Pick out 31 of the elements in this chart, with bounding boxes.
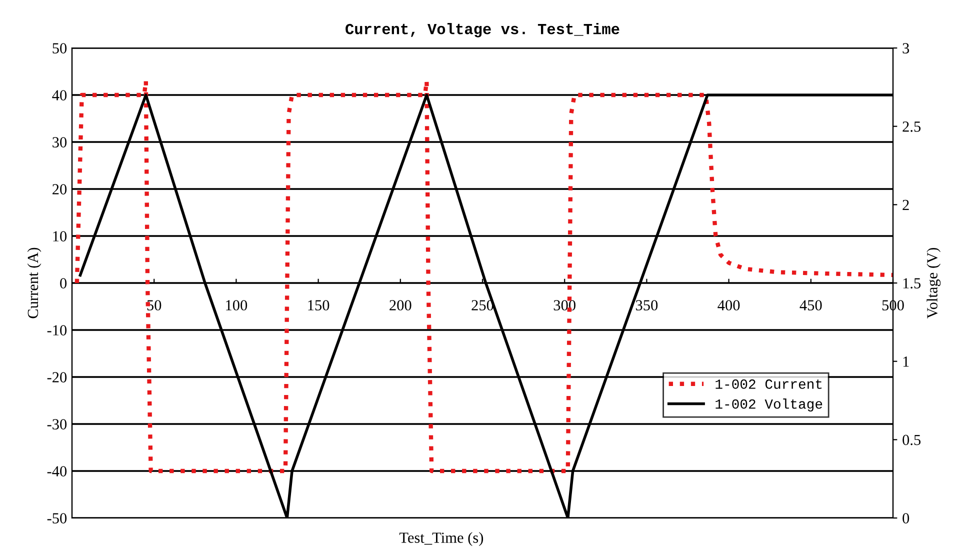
y2-tick-label: 1.5	[903, 278, 921, 289]
y-tick-label: -10	[47, 325, 67, 336]
y2-tick-label: 2	[902, 200, 909, 210]
x-tick-label: 450	[800, 300, 822, 310]
x-axis-title: Test_Time (s)	[399, 532, 484, 546]
y-tick-label: -40	[47, 466, 67, 476]
y2-axis-title: Voltage (V)	[926, 248, 941, 319]
y-tick-label: 20	[52, 184, 67, 194]
y-tick-label: 0	[60, 278, 67, 288]
y2-tick-label: 2.5	[902, 122, 921, 132]
x-tick-label: 400	[718, 300, 740, 310]
y2-tick-label: 3	[902, 43, 910, 54]
legend-label: 1-002 Voltage	[716, 398, 822, 412]
y-tick-label: 10	[53, 231, 67, 242]
y-tick-label: 40	[52, 90, 67, 100]
y-tick-label: -30	[47, 419, 67, 430]
x-tick-label: 150	[308, 300, 330, 310]
y-tick-label: 30	[52, 137, 67, 148]
x-tick-label: 100	[226, 300, 248, 310]
y2-tick-label: 1	[903, 356, 909, 367]
y2-tick-label: 0.5	[902, 434, 921, 446]
y-axis-title: Current (A)	[27, 248, 42, 318]
y-tick-label: 50	[52, 43, 67, 54]
chart-title: Current, Voltage vs. Test_Time	[346, 23, 620, 38]
y-tick-label: -50	[47, 513, 67, 524]
legend-label: 1-002 Current	[716, 379, 822, 389]
x-tick-label: 300	[554, 300, 576, 310]
x-tick-label: 350	[636, 300, 658, 310]
y2-tick-label: 0	[902, 513, 910, 524]
x-tick-label: 200	[390, 300, 412, 310]
y-tick-label: -20	[47, 372, 67, 382]
